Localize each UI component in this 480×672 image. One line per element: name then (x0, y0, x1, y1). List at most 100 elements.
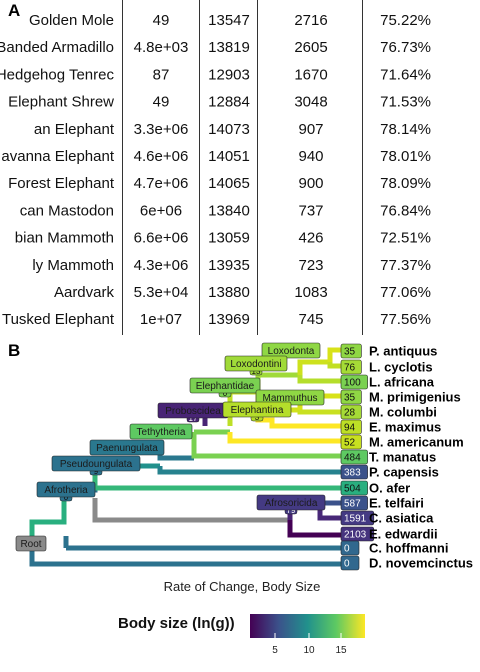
table-cell: 12884 (208, 94, 250, 111)
species-label: L. cyclotis (369, 360, 433, 375)
clade-rate-value: 17 (189, 414, 198, 423)
tip-rate-value: 0 (344, 559, 350, 570)
legend-title: Body size (ln(g)) (118, 615, 235, 632)
tip-rate-value: 76 (344, 363, 356, 374)
species-label: P. capensis (369, 465, 439, 480)
table-row: an Elephant 3.3e+06 14073 907 78.14% (34, 121, 431, 138)
table-row: Aardvark 5.3e+04 13880 1083 77.06% (54, 284, 431, 301)
table-row: ly Mammoth 4.3e+06 13935 723 77.37% (32, 257, 431, 274)
table-grid (122, 0, 363, 335)
tip-rate-box (340, 510, 375, 526)
table-cell: 907 (298, 121, 323, 138)
table-cell: 13059 (208, 230, 250, 247)
panel-b: B (8, 341, 473, 656)
clade-name: Elephantina (231, 405, 284, 416)
tip-rate-value: 94 (344, 423, 356, 434)
panel-b-label: B (8, 341, 20, 360)
legend-tick-label: 10 (303, 645, 315, 656)
tip-rate-value: 504 (344, 484, 361, 495)
species-name-cell: bian Mammoth (15, 230, 114, 247)
species-label: O. afer (369, 481, 410, 496)
table-cell: 940 (298, 148, 323, 165)
tip-rate-value: 52 (344, 438, 356, 449)
tip-rate-value: 100 (344, 378, 361, 389)
table-cell: 13969 (208, 311, 250, 328)
clade-name: Loxodonta (268, 346, 315, 357)
table-body: Golden Mole 49 13547 2716 75.22% Banded Armad… (0, 12, 431, 328)
tip-rate-value: 0 (344, 544, 350, 555)
branch-l-africana (297, 375, 348, 384)
tip-rate-box (340, 480, 368, 496)
clade-label: Loxodonta (261, 342, 321, 359)
table-row: Golden Mole 49 13547 2716 75.22% (29, 12, 431, 29)
clade-labels: Loxodonta13Loxodontini0ElephantidaeMammu… (15, 342, 326, 552)
tip-rate-value: 587 (344, 499, 361, 510)
clade-name: Afrotheria (44, 485, 88, 496)
tip-label: 383 P. capensis (340, 464, 439, 480)
table-cell: 78.14% (380, 121, 431, 138)
clade-name: Elephantidae (196, 381, 255, 392)
tip-rate-box (340, 449, 368, 465)
table-cell: 75.22% (380, 12, 431, 29)
tip-rate-box (340, 359, 362, 375)
legend-tick-label: 5 (272, 645, 278, 656)
clade-label: Paenungulata (89, 439, 165, 456)
clade-rate-value: 3 (255, 413, 260, 422)
table-cell: 87 (153, 66, 170, 83)
species-label: E. telfairi (369, 496, 424, 511)
table-cell: 77.56% (380, 311, 431, 328)
species-name-cell: Forest Elephant (8, 175, 115, 192)
clade-name: Paenungulata (96, 443, 158, 454)
species-label: C. asiatica (369, 511, 434, 526)
clade-label: Mammuthus (255, 389, 325, 406)
species-name-cell: Elephant Shrew (8, 94, 114, 111)
species-label: M. primigenius (369, 390, 461, 405)
clade-box (129, 423, 193, 440)
legend: Body size (ln(g)) 5 10 15 (118, 614, 365, 656)
table-cell: 14073 (208, 121, 250, 138)
clade-rate-value: 13 (252, 367, 261, 376)
species-label: M. americanum (369, 435, 464, 450)
clade-name: Afrosoricida (265, 498, 318, 509)
legend-tick-label: 15 (335, 645, 347, 656)
table-row: Elephant Shrew 49 12884 3048 71.53% (8, 94, 431, 111)
branch-loxodontini (255, 372, 300, 392)
panel-a: A Golden Mole 49 13547 2716 75.22% Banded Arm… (0, 0, 431, 335)
branch-o-afer (92, 474, 348, 491)
table-cell: 14051 (208, 148, 250, 165)
species-name-cell: avanna Elephant (1, 148, 114, 165)
species-name-cell: Banded Armadillo (0, 39, 114, 56)
tip-rate-box (340, 389, 362, 405)
table-cell: 4.6e+06 (134, 148, 189, 165)
species-label: L. africana (369, 375, 435, 390)
table-cell: 1670 (294, 66, 327, 83)
species-name-cell: Aardvark (54, 284, 115, 301)
tip-rate-value: 484 (344, 453, 361, 464)
table-row: bian Mammoth 6.6e+06 13059 426 72.51% (15, 230, 431, 247)
tip-label: 35 M. primigenius (340, 389, 461, 405)
clade-box (51, 455, 141, 472)
table-cell: 78.01% (380, 148, 431, 165)
tip-label: 504 O. afer (340, 480, 410, 496)
tip-rate-box (340, 464, 368, 480)
table-cell: 13840 (208, 202, 250, 219)
table-cell: 49 (153, 12, 170, 29)
tip-rate-box (340, 343, 362, 359)
clade-rate-value: 0 (64, 493, 69, 502)
tip-label: 1591 C. asiatica (340, 510, 434, 526)
table-cell: 76.84% (380, 202, 431, 219)
clade-box (256, 494, 326, 511)
table-cell: 13935 (208, 257, 250, 274)
tip-labels: 35 P. antiquus 76 L. cyclotis 100 L. africana… (340, 343, 473, 571)
table-cell: 745 (298, 311, 323, 328)
table-cell: 72.51% (380, 230, 431, 247)
table-cell: 4.7e+06 (134, 175, 189, 192)
clade-name: Mammuthus (262, 393, 317, 404)
table-cell: 6.6e+06 (134, 230, 189, 247)
tip-label: 0 D. novemcinctus (340, 556, 473, 571)
tip-rate-value: 2103 (344, 530, 367, 541)
table-cell: 426 (298, 230, 323, 247)
branch-t-manatus (191, 432, 348, 459)
